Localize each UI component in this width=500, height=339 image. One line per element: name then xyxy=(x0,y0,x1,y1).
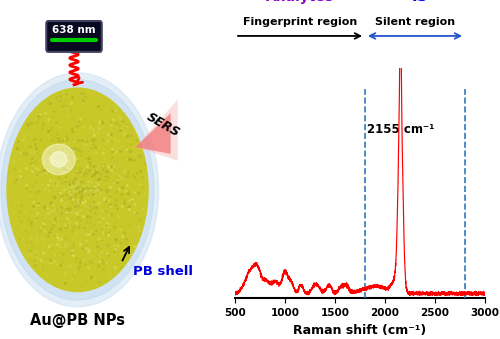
Text: 2155 cm⁻¹: 2155 cm⁻¹ xyxy=(367,123,434,136)
Ellipse shape xyxy=(50,152,67,167)
Polygon shape xyxy=(136,100,177,161)
Circle shape xyxy=(7,88,148,292)
Text: Au@PB NPs: Au@PB NPs xyxy=(30,313,125,328)
X-axis label: Raman shift (cm⁻¹): Raman shift (cm⁻¹) xyxy=(294,324,426,337)
Text: Analytes: Analytes xyxy=(266,0,334,4)
Circle shape xyxy=(1,80,154,300)
Text: IS: IS xyxy=(412,0,428,4)
Ellipse shape xyxy=(42,144,75,175)
Polygon shape xyxy=(136,113,170,154)
Circle shape xyxy=(0,73,158,307)
Text: PB shell: PB shell xyxy=(133,265,193,278)
Text: 638 nm: 638 nm xyxy=(52,25,96,35)
FancyBboxPatch shape xyxy=(46,21,102,52)
Text: Silent region: Silent region xyxy=(375,17,455,27)
Text: SERS: SERS xyxy=(144,111,182,140)
Text: Fingerprint region: Fingerprint region xyxy=(243,17,357,27)
